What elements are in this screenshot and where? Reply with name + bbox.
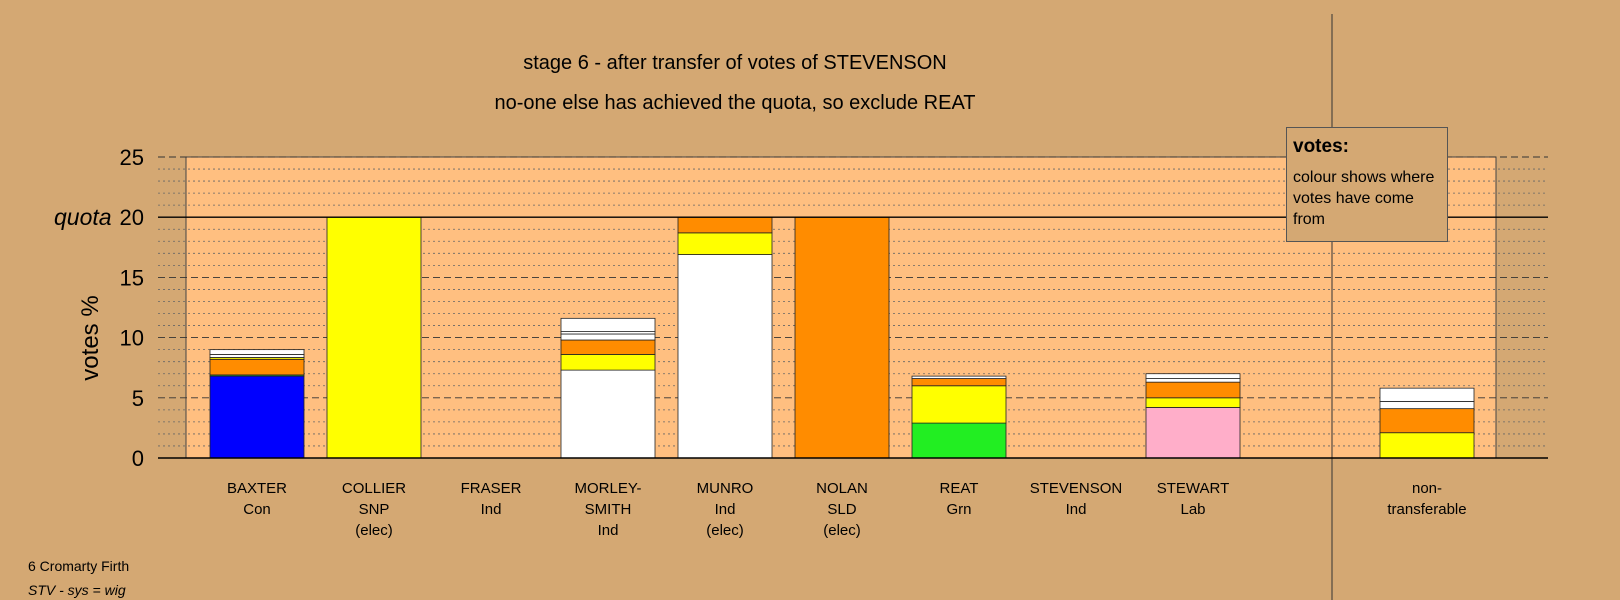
candidate-name: non- <box>1411 480 1443 497</box>
quota-label: quota <box>54 204 112 230</box>
candidate-status: (elec) <box>706 522 744 539</box>
candidate-name: STEWART <box>1156 480 1230 497</box>
bar-segment-8 <box>1145 378 1241 383</box>
bar-segment-8 <box>1145 407 1241 459</box>
candidate-label: REAT Grn <box>904 478 1014 520</box>
chart-title: stage 6 - after transfer of votes of STE… <box>523 52 947 74</box>
candidate-party: SNP <box>358 501 390 518</box>
candidate-party: Ind <box>1065 501 1087 518</box>
candidate-name: COLLIER <box>341 480 407 497</box>
candidate-label: NOLAN SLD (elec) <box>787 478 897 541</box>
candidate-label: FRASER Ind <box>436 478 546 520</box>
bar-segment-4 <box>677 232 773 255</box>
candidate-name: BAXTER <box>226 480 287 497</box>
bar-segment-nt <box>1379 432 1475 459</box>
candidate-name: STEVENSON <box>1029 480 1123 497</box>
candidate-party: Con <box>243 501 271 518</box>
bar-segment-nt <box>1379 408 1475 434</box>
bar-segment-5 <box>794 216 890 459</box>
footer-system: STV - sys = wig <box>28 582 126 598</box>
bar-segment-0 <box>209 354 305 358</box>
candidate-name: REAT <box>939 480 979 497</box>
bar-segment-3 <box>560 354 656 371</box>
candidate-name: MORLEY-SMITH <box>574 480 642 518</box>
bar-segment-3 <box>560 333 656 341</box>
bar-segment-8 <box>1145 381 1241 399</box>
candidate-name: NOLAN <box>816 480 868 497</box>
candidate-party: SLD <box>827 501 857 518</box>
bar-segment-6 <box>911 378 1007 387</box>
candidate-label: MORLEY-SMITH Ind <box>553 478 663 541</box>
y-axis-label: votes % <box>77 295 104 381</box>
candidate-party: transferable <box>1387 501 1467 518</box>
bar-segment-3 <box>560 317 656 332</box>
candidate-party: Lab <box>1180 501 1206 518</box>
candidate-status: (elec) <box>823 522 861 539</box>
chart-subtitle: no-one else has achieved the quota, so e… <box>494 92 976 114</box>
bar-segment-nt <box>1379 401 1475 410</box>
legend-title: votes: <box>1293 136 1349 157</box>
candidate-party: Ind <box>597 522 619 539</box>
non-transferable-label: non-transferable <box>1372 478 1482 520</box>
bar-segment-4 <box>677 254 773 459</box>
legend: votes: colour shows where votes have com… <box>1286 127 1448 242</box>
y-tick-label: 20 <box>120 205 144 230</box>
candidate-label: BAXTER Con <box>202 478 312 520</box>
candidate-status: (elec) <box>355 522 393 539</box>
bar-segment-0 <box>209 375 305 459</box>
y-tick-label: 0 <box>132 446 144 471</box>
candidate-party: Ind <box>714 501 736 518</box>
bar-segment-nt <box>1379 387 1475 402</box>
bar-segment-3 <box>560 369 656 459</box>
candidate-name: MUNRO <box>696 480 754 497</box>
bar-segment-8 <box>1145 373 1241 379</box>
y-tick-label: 25 <box>120 145 144 170</box>
bar-segment-0 <box>209 358 305 376</box>
footer-constituency: 6 Cromarty Firth <box>28 558 130 574</box>
candidate-label: MUNRO Ind (elec) <box>670 478 780 541</box>
y-tick-label: 15 <box>120 265 144 290</box>
bar-segment-6 <box>911 422 1007 459</box>
bar-segment-6 <box>911 375 1007 379</box>
y-tick-label: 5 <box>132 386 144 411</box>
bar-segment-1 <box>326 216 422 459</box>
candidate-party: Grn <box>946 501 972 518</box>
bar-segment-3 <box>560 339 656 355</box>
candidate-party: Ind <box>480 501 502 518</box>
bar-segment-0 <box>209 349 305 355</box>
candidate-label: COLLIER SNP (elec) <box>319 478 429 541</box>
bar-segment-4 <box>677 216 773 234</box>
candidate-name: FRASER <box>460 480 522 497</box>
bar-segment-8 <box>1145 397 1241 408</box>
y-tick-label: 10 <box>120 326 144 351</box>
legend-text: colour shows where votes have come from <box>1293 169 1435 228</box>
candidate-label: STEVENSON Ind <box>1021 478 1131 520</box>
candidate-label: STEWART Lab <box>1138 478 1248 520</box>
bar-segment-6 <box>911 385 1007 424</box>
